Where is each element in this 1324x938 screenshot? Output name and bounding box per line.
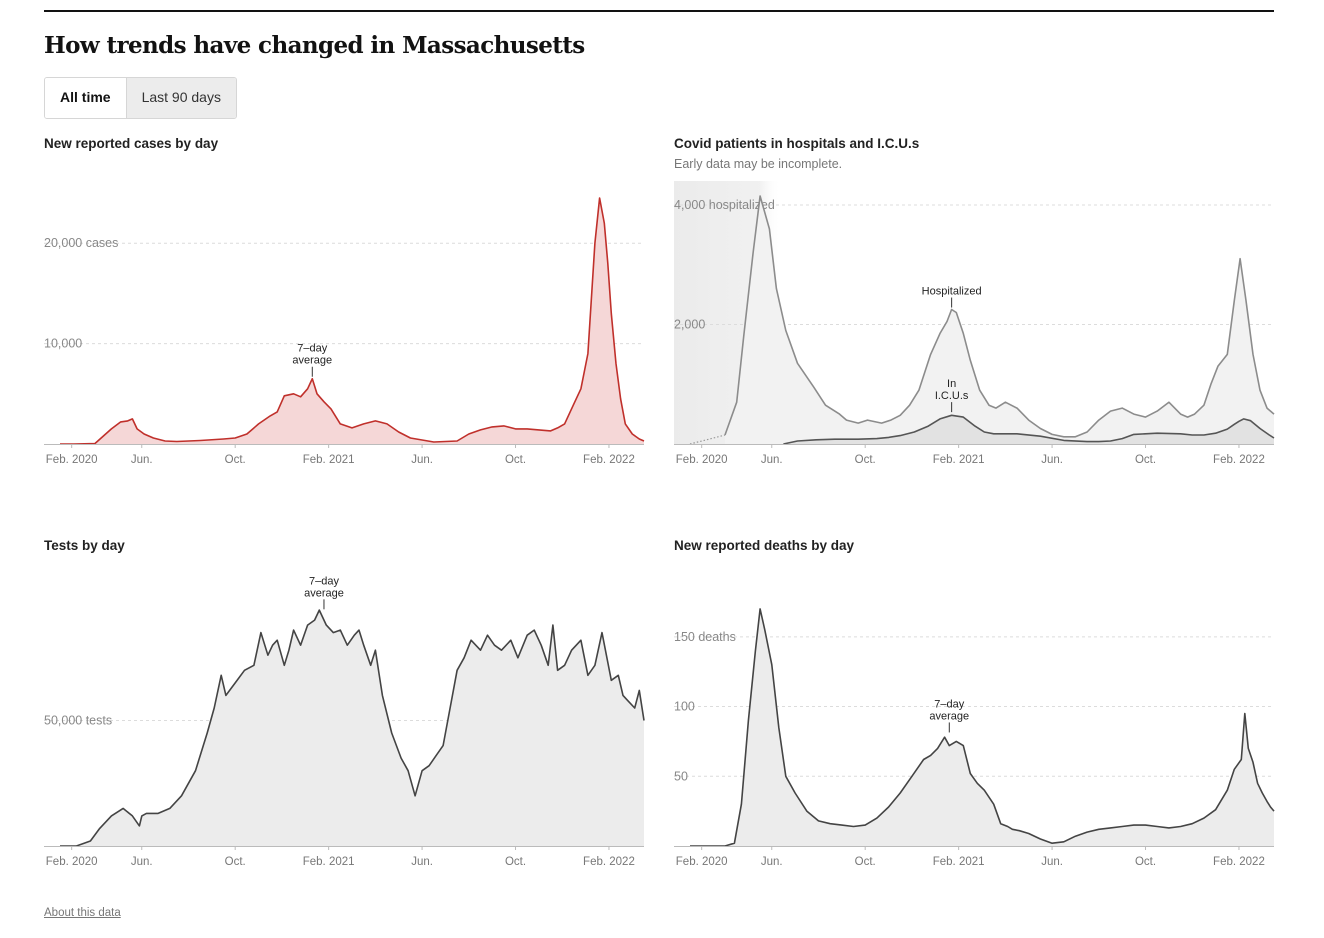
deaths-y-tick-label: 150 deaths (674, 630, 736, 644)
tests-x-tick-label: Oct. (505, 856, 526, 868)
tests-x-tick-label: Feb. 2022 (583, 856, 635, 868)
page-title: How trends have changed in Massachusetts (44, 32, 585, 59)
all-time-button[interactable]: All time (45, 78, 126, 118)
cases-chart-title: New reported cases by day (44, 136, 219, 151)
cases-x-tick-label: Oct. (505, 454, 526, 466)
cases-annotation-label: average (292, 355, 332, 367)
tests-annotation-label: average (304, 587, 344, 599)
deaths-x-tick-label: Jun. (1041, 856, 1063, 868)
hospital-chart: 4,000 hospitalized 2,000 Feb. 2020 Jun. Oct.… (674, 181, 1275, 466)
deaths-x-tick-label: Jun. (761, 856, 783, 868)
hospital-x-tick-label: Jun. (761, 454, 783, 466)
cases-series-0-area (60, 198, 644, 444)
cases-x-tick-label: Oct. (225, 454, 246, 466)
hospital-annotation-label: I.C.U.s (935, 390, 969, 402)
tests-y-tick-label: 50,000 tests (44, 714, 112, 728)
hospital-y-tick-label: 4,000 hospitalized (674, 198, 775, 212)
hospital-x-tick-label: Oct. (855, 454, 876, 466)
cases-y-tick-label: 20,000 cases (44, 236, 118, 250)
hospital-annotation-label: In (947, 378, 956, 390)
hospital-early-dotted-line (689, 434, 726, 445)
about-data-link[interactable]: About this data (44, 907, 121, 919)
deaths-x-tick-label: Feb. 2021 (933, 856, 985, 868)
tests-x-tick-label: Feb. 2020 (46, 856, 98, 868)
hospital-chart-title: Covid patients in hospitals and I.C.U.s (674, 136, 920, 151)
deaths-x-tick-label: Oct. (1135, 856, 1156, 868)
cases-chart: 20,000 cases 10,000 Feb. 2020 Jun. Oct. Feb. … (44, 197, 645, 466)
hospital-x-tick-label: Jun. (1041, 454, 1063, 466)
deaths-x-tick-label: Feb. 2022 (1213, 856, 1265, 868)
hospital-x-tick-label: Feb. 2020 (676, 454, 728, 466)
cases-x-tick-label: Feb. 2020 (46, 454, 98, 466)
deaths-series-0-line (690, 608, 1275, 847)
tests-x-tick-label: Jun. (411, 856, 433, 868)
cases-x-tick-label: Feb. 2022 (583, 454, 635, 466)
deaths-chart-title: New reported deaths by day (674, 538, 855, 553)
hospital-y-tick-label: 2,000 (674, 317, 705, 331)
cases-x-tick-label: Jun. (411, 454, 433, 466)
hospital-annotation-label: Hospitalized (922, 286, 982, 298)
hospital-series-1-line (783, 414, 1275, 445)
hospital-x-tick-label: Oct. (1135, 454, 1156, 466)
deaths-x-tick-label: Feb. 2020 (676, 856, 728, 868)
deaths-chart: 150 deaths 100 50 Feb. 2020 Jun. Oct. Feb. 202… (674, 608, 1275, 868)
hospital-series-0-area (725, 196, 1274, 444)
top-rule (44, 10, 1274, 12)
tests-x-tick-label: Oct. (225, 856, 246, 868)
cases-x-tick-label: Jun. (131, 454, 153, 466)
hospital-chart-subtitle: Early data may be incomplete. (674, 157, 843, 171)
hospital-series-0-line (724, 195, 1275, 438)
deaths-y-tick-label: 100 (674, 700, 695, 714)
deaths-x-tick-label: Oct. (855, 856, 876, 868)
hospital-x-tick-label: Feb. 2022 (1213, 454, 1265, 466)
hospital-series-1-area (783, 415, 1274, 444)
tests-series-0-area (60, 610, 644, 846)
hospital-x-tick-label: Feb. 2021 (933, 454, 985, 466)
tests-series-0-line (60, 609, 645, 847)
time-range-toggle: All time Last 90 days (44, 77, 237, 119)
deaths-series-0-area (690, 608, 1274, 846)
deaths-annotation-label: 7–day (934, 698, 964, 710)
cases-x-tick-label: Feb. 2021 (303, 454, 355, 466)
deaths-y-tick-label: 50 (674, 769, 688, 783)
tests-chart: 50,000 tests Feb. 2020 Jun. Oct. Feb. 2021 Ju… (44, 575, 645, 868)
last-90-days-button[interactable]: Last 90 days (125, 78, 236, 118)
cases-y-tick-label: 10,000 (44, 337, 82, 351)
tests-x-tick-label: Jun. (131, 856, 153, 868)
deaths-annotation-label: average (929, 710, 969, 722)
tests-chart-title: Tests by day (44, 538, 125, 553)
cases-series-0-line (60, 197, 645, 445)
tests-annotation-label: 7–day (309, 575, 339, 587)
tests-x-tick-label: Feb. 2021 (303, 856, 355, 868)
cases-annotation-label: 7–day (297, 343, 327, 355)
